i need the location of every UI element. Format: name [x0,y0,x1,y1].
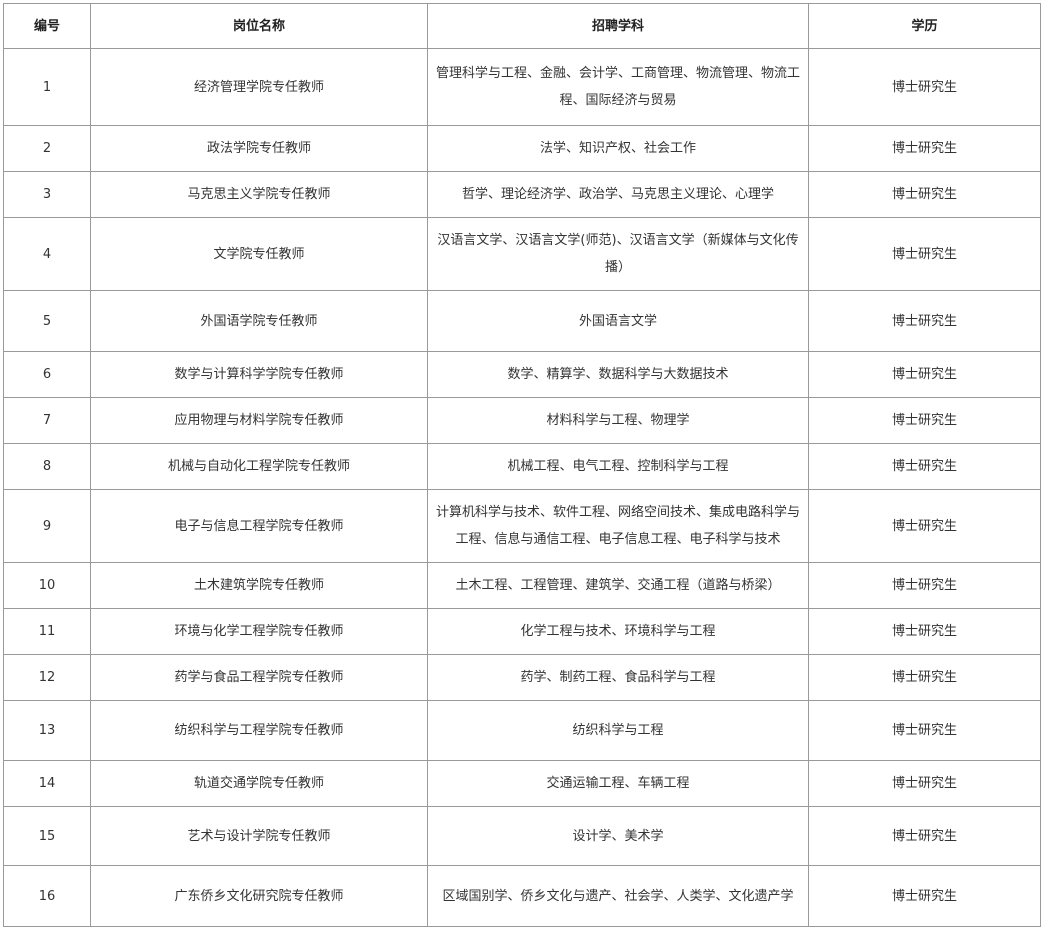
table-row: 14 轨道交通学院专任教师 交通运输工程、车辆工程 博士研究生 [3,760,1041,807]
table-cell: 纺织科学与工程 [427,700,809,761]
table-cell: 设计学、美术学 [427,806,809,866]
table-cell: 6 [3,351,91,398]
table-cell: 电子与信息工程学院专任教师 [90,489,428,563]
table-cell: 材料科学与工程、物理学 [427,397,809,444]
table-cell: 博士研究生 [808,217,1041,291]
table-cell: 16 [3,865,91,927]
table-cell: 机械与自动化工程学院专任教师 [90,443,428,490]
table-cell: 政法学院专任教师 [90,125,428,172]
table-cell: 博士研究生 [808,397,1041,444]
table-cell: 9 [3,489,91,563]
table-cell: 8 [3,443,91,490]
header-cell: 编号 [3,3,91,49]
table-cell: 3 [3,171,91,218]
table-cell: 博士研究生 [808,865,1041,927]
table-cell: 博士研究生 [808,489,1041,563]
table-cell: 博士研究生 [808,171,1041,218]
table-cell: 广东侨乡文化研究院专任教师 [90,865,428,927]
table-row: 3 马克思主义学院专任教师 哲学、理论经济学、政治学、马克思主义理论、心理学 博士研究… [3,171,1041,218]
table-row: 11 环境与化学工程学院专任教师 化学工程与技术、环境科学与工程 博士研究生 [3,608,1041,655]
table-cell: 数学与计算科学学院专任教师 [90,351,428,398]
table-cell: 纺织科学与工程学院专任教师 [90,700,428,761]
table-cell: 药学、制药工程、食品科学与工程 [427,654,809,701]
table-row: 16 广东侨乡文化研究院专任教师 区域国别学、侨乡文化与遗产、社会学、人类学、文化遗… [3,865,1041,927]
table-cell: 计算机科学与技术、软件工程、网络空间技术、集成电路科学与工程、信息与通信工程、电… [427,489,809,563]
table-cell: 10 [3,562,91,609]
table-row: 2 政法学院专任教师 法学、知识产权、社会工作 博士研究生 [3,125,1041,172]
table-cell: 外国语言文学 [427,290,809,352]
table-cell: 博士研究生 [808,443,1041,490]
table-cell: 数学、精算学、数据科学与大数据技术 [427,351,809,398]
table-cell: 土木工程、工程管理、建筑学、交通工程（道路与桥梁） [427,562,809,609]
table-cell: 机械工程、电气工程、控制科学与工程 [427,443,809,490]
table-cell: 15 [3,806,91,866]
table-cell: 12 [3,654,91,701]
table-cell: 外国语学院专任教师 [90,290,428,352]
table-row: 8 机械与自动化工程学院专任教师 机械工程、电气工程、控制科学与工程 博士研究生 [3,443,1041,490]
header-row: 编号 岗位名称 招聘学科 学历 [3,3,1041,49]
header-cell: 岗位名称 [90,3,428,49]
table-cell: 博士研究生 [808,351,1041,398]
table-cell: 文学院专任教师 [90,217,428,291]
table-cell: 1 [3,48,91,126]
table-row: 10 土木建筑学院专任教师 土木工程、工程管理、建筑学、交通工程（道路与桥梁） 博士研… [3,562,1041,609]
table-cell: 14 [3,760,91,807]
table-cell: 博士研究生 [808,290,1041,352]
table-cell: 博士研究生 [808,654,1041,701]
table-cell: 马克思主义学院专任教师 [90,171,428,218]
table-cell: 博士研究生 [808,700,1041,761]
table-row: 6 数学与计算科学学院专任教师 数学、精算学、数据科学与大数据技术 博士研究生 [3,351,1041,398]
table-row: 9 电子与信息工程学院专任教师 计算机科学与技术、软件工程、网络空间技术、集成电路科… [3,489,1041,563]
table-row: 15 艺术与设计学院专任教师 设计学、美术学 博士研究生 [3,806,1041,866]
table-cell: 博士研究生 [808,806,1041,866]
table-cell: 11 [3,608,91,655]
table-cell: 土木建筑学院专任教师 [90,562,428,609]
table-cell: 药学与食品工程学院专任教师 [90,654,428,701]
table-cell: 化学工程与技术、环境科学与工程 [427,608,809,655]
table-cell: 7 [3,397,91,444]
table-cell: 交通运输工程、车辆工程 [427,760,809,807]
table-cell: 区域国别学、侨乡文化与遗产、社会学、人类学、文化遗产学 [427,865,809,927]
table-cell: 轨道交通学院专任教师 [90,760,428,807]
table-row: 7 应用物理与材料学院专任教师 材料科学与工程、物理学 博士研究生 [3,397,1041,444]
table-row: 5 外国语学院专任教师 外国语言文学 博士研究生 [3,290,1041,352]
table-cell: 汉语言文学、汉语言文学(师范)、汉语言文学（新媒体与文化传播） [427,217,809,291]
table-cell: 博士研究生 [808,760,1041,807]
table-cell: 2 [3,125,91,172]
table-cell: 13 [3,700,91,761]
table-cell: 法学、知识产权、社会工作 [427,125,809,172]
header-cell: 学历 [808,3,1041,49]
table-cell: 博士研究生 [808,608,1041,655]
positions-table: 编号 岗位名称 招聘学科 学历 1 经济管理学院专任教师 管理科学与工程、金融、会计学、工… [3,3,1041,927]
table-cell: 管理科学与工程、金融、会计学、工商管理、物流管理、物流工程、国际经济与贸易 [427,48,809,126]
table-cell: 哲学、理论经济学、政治学、马克思主义理论、心理学 [427,171,809,218]
table-row: 4 文学院专任教师 汉语言文学、汉语言文学(师范)、汉语言文学（新媒体与文化传播）博… [3,217,1041,291]
table-row: 13 纺织科学与工程学院专任教师 纺织科学与工程 博士研究生 [3,700,1041,761]
table-cell: 博士研究生 [808,125,1041,172]
table-cell: 5 [3,290,91,352]
table-cell: 环境与化学工程学院专任教师 [90,608,428,655]
table-cell: 4 [3,217,91,291]
table-cell: 应用物理与材料学院专任教师 [90,397,428,444]
table-cell: 博士研究生 [808,48,1041,126]
table-cell: 博士研究生 [808,562,1041,609]
table-row: 1 经济管理学院专任教师 管理科学与工程、金融、会计学、工商管理、物流管理、物流工程… [3,48,1041,126]
table-row: 12 药学与食品工程学院专任教师 药学、制药工程、食品科学与工程 博士研究生 [3,654,1041,701]
table-cell: 经济管理学院专任教师 [90,48,428,126]
header-cell: 招聘学科 [427,3,809,49]
table-cell: 艺术与设计学院专任教师 [90,806,428,866]
